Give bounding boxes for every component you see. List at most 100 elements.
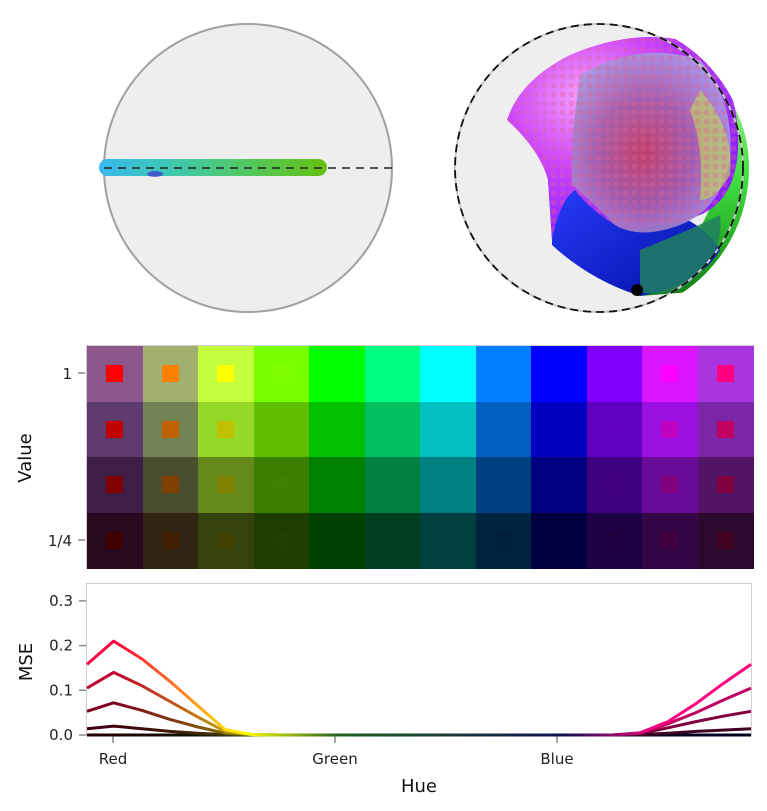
left-polar-disc — [99, 23, 393, 313]
grid-cell-swatch — [439, 365, 457, 383]
grid-cell — [420, 346, 476, 402]
grid-cell-swatch — [217, 420, 235, 438]
grid-cell — [253, 457, 310, 513]
grid-cell — [475, 512, 532, 569]
grid-cell — [87, 346, 143, 402]
grid-cell-swatch — [439, 476, 457, 494]
grid-cell — [531, 457, 587, 513]
grid-cell-swatch — [439, 531, 457, 549]
grid-cell — [475, 346, 532, 402]
grid-cell — [253, 346, 310, 402]
grid-cell — [642, 401, 698, 458]
grid-cell-swatch — [494, 476, 512, 494]
grid-cell-swatch — [494, 365, 512, 383]
grid-cell-swatch — [272, 531, 290, 549]
hue-axis-label: Hue — [401, 776, 437, 797]
grid-cell-swatch — [716, 420, 734, 438]
grid-cell — [309, 457, 365, 513]
grid-cell-swatch — [661, 531, 679, 549]
grid-cell — [642, 457, 698, 513]
grid-cell — [198, 512, 254, 569]
grid-cell-swatch — [106, 420, 124, 438]
grid-cell — [253, 401, 310, 458]
grid-cell — [586, 457, 643, 513]
grid-cell — [142, 512, 199, 569]
grid-cell — [309, 346, 365, 402]
grid-cell-swatch — [272, 420, 290, 438]
grid-cell-swatch — [605, 420, 623, 438]
grid-cell-swatch — [161, 365, 179, 383]
mse-axis-label: MSE — [16, 643, 37, 681]
grid-cell — [420, 457, 476, 513]
grid-cell-swatch — [494, 420, 512, 438]
grid-cell-swatch — [161, 476, 179, 494]
mse-tick-label: 0.1 — [49, 681, 73, 699]
grid-cell-swatch — [550, 476, 568, 494]
grid-cell — [697, 512, 754, 569]
mse-series-line — [86, 639, 752, 737]
grid-cell-swatch — [605, 365, 623, 383]
value-tick-1: 1 — [62, 365, 72, 383]
mse-y-ticks: 0.0 0.1 0.2 0.3 — [49, 592, 86, 744]
grid-cell-swatch — [383, 476, 401, 494]
grid-cell — [87, 512, 143, 569]
polar-discs — [99, 23, 749, 313]
grid-cell — [87, 401, 143, 458]
grid-cell — [364, 512, 421, 569]
grid-cell-swatch — [217, 476, 235, 494]
value-hue-grid — [86, 345, 754, 569]
grid-cell-swatch — [661, 420, 679, 438]
grid-cell-swatch — [439, 420, 457, 438]
grid-cell-swatch — [106, 531, 124, 549]
grid-cell — [531, 401, 587, 458]
grid-cell — [642, 512, 698, 569]
grid-cell — [253, 512, 310, 569]
grid-cell-swatch — [605, 531, 623, 549]
grid-cell-swatch — [716, 476, 734, 494]
grid-cell — [142, 457, 199, 513]
grid-cell — [309, 512, 365, 569]
hue-tick-green: Green — [312, 750, 357, 768]
mse-plot-frame — [86, 583, 752, 736]
grid-cell-swatch — [494, 531, 512, 549]
grid-cell-swatch — [716, 365, 734, 383]
grid-cell-swatch — [550, 531, 568, 549]
grid-cell-swatch — [716, 531, 734, 549]
value-axis-label: Value — [15, 433, 36, 482]
grid-cell — [420, 512, 476, 569]
grid-cell — [586, 346, 643, 402]
grid-cell — [586, 401, 643, 458]
grid-cell — [364, 346, 421, 402]
grid-cell — [142, 346, 199, 402]
grid-cell — [364, 457, 421, 513]
value-axis: 1 1/4 Value — [15, 365, 85, 550]
mse-line-chart: 0.0 0.1 0.2 0.3 Red Green Blue MSE Hue — [16, 583, 752, 797]
grid-cell — [531, 512, 587, 569]
grid-cell — [364, 401, 421, 458]
mse-lines — [86, 639, 752, 737]
mse-tick-label: 0.3 — [49, 592, 73, 610]
grid-cell-swatch — [383, 365, 401, 383]
grid-cell — [475, 401, 532, 458]
grid-cell-swatch — [328, 476, 346, 494]
grid-cell — [586, 512, 643, 569]
grid-cell — [198, 401, 254, 458]
grid-cell-swatch — [328, 420, 346, 438]
grid-cell-swatch — [661, 365, 679, 383]
grid-cell — [198, 457, 254, 513]
grid-cell-swatch — [383, 420, 401, 438]
grid-cell-swatch — [328, 531, 346, 549]
grid-cell — [198, 346, 254, 402]
grid-cell-swatch — [106, 476, 124, 494]
grid-cell — [642, 346, 698, 402]
mse-tick-label: 0.2 — [49, 637, 73, 655]
grid-cell-swatch — [272, 365, 290, 383]
grid-cell — [697, 457, 754, 513]
mse-tick-label: 0.0 — [49, 726, 73, 744]
grid-cell-swatch — [383, 531, 401, 549]
grid-cell — [420, 401, 476, 458]
grid-cell — [531, 346, 587, 402]
grid-cell-swatch — [217, 365, 235, 383]
grid-cell-swatch — [550, 420, 568, 438]
grid-cell — [87, 457, 143, 513]
